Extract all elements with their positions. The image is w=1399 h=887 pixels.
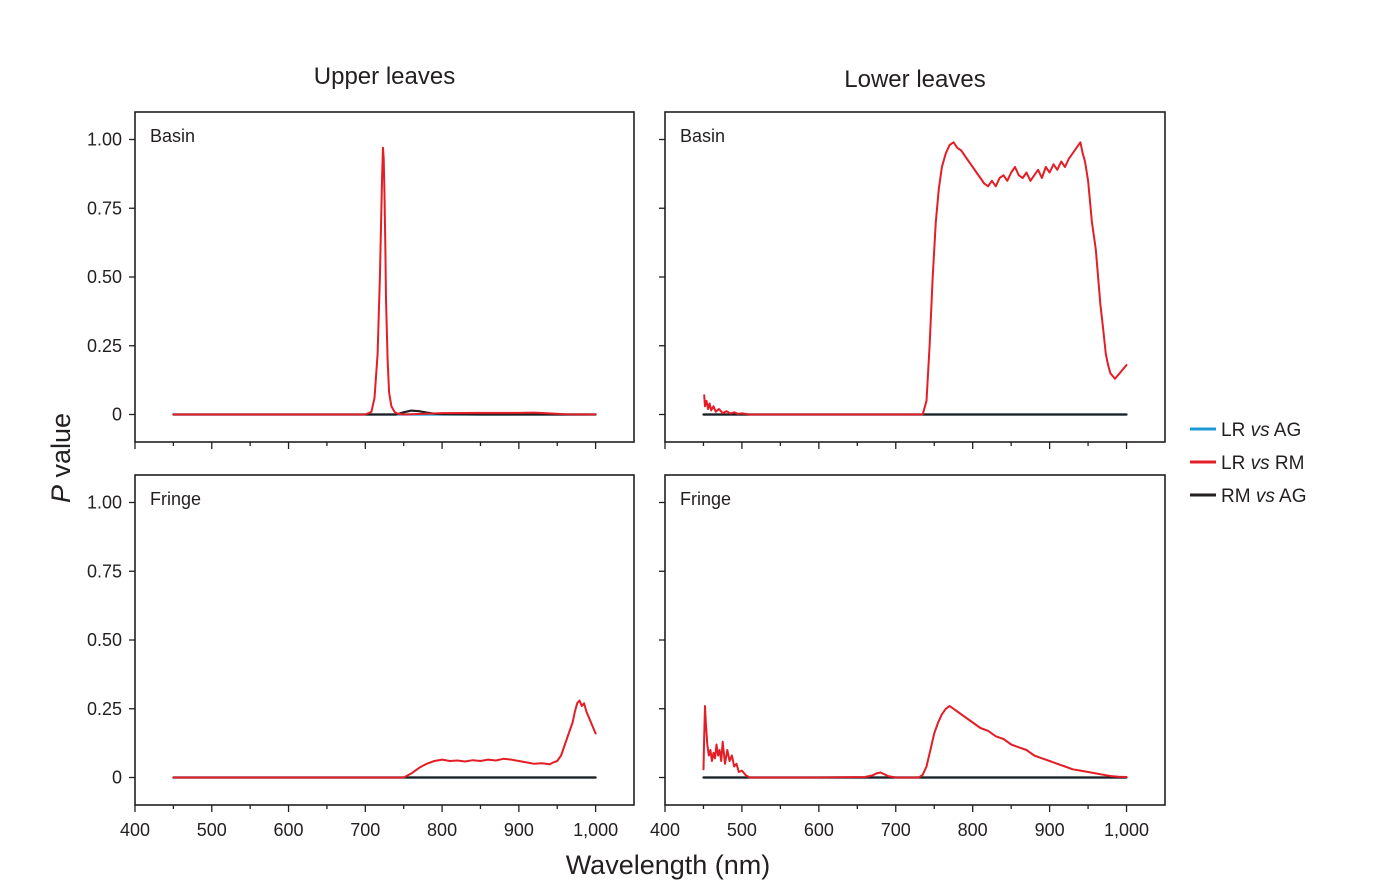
panel-label-basin: Basin <box>680 126 725 146</box>
x-axis-title: Wavelength (nm) <box>566 850 771 880</box>
panel-upper-basin: Basin 0 0.25 0.50 0.75 1.00 <box>87 111 635 449</box>
y-tick-label: 0.25 <box>87 699 122 719</box>
x-tick-label: 500 <box>197 820 227 840</box>
panel-frame <box>664 474 1166 806</box>
column-title-lower-leaves: Lower leaves <box>844 66 985 93</box>
series-line-lr-vs-rm <box>172 146 597 416</box>
legend-label: RM vs AG <box>1221 486 1307 507</box>
y-tick-label: 0 <box>112 768 122 788</box>
panel-label-fringe: Fringe <box>680 489 731 509</box>
series-line-lr-vs-rm <box>172 699 597 779</box>
x-tick-label: 800 <box>427 820 457 840</box>
y-tick-label: 0 <box>112 405 122 425</box>
panel-label-basin: Basin <box>150 126 195 146</box>
column-title-upper-leaves: Upper leaves <box>314 63 455 90</box>
y-tick-label: 0.50 <box>87 630 122 650</box>
x-tick-label: 400 <box>120 820 150 840</box>
y-tick-label: 0.75 <box>87 198 122 218</box>
y-tick-label: 0.25 <box>87 336 122 356</box>
y-tick-label: 1.00 <box>87 493 122 513</box>
x-tick-label: 800 <box>958 820 988 840</box>
series-line-lr-vs-rm <box>702 705 1128 779</box>
x-tick-label: 700 <box>881 820 911 840</box>
legend-label: LR vs AG <box>1221 420 1301 441</box>
panel-label-fringe: Fringe <box>150 489 201 509</box>
x-tick-label: 900 <box>504 820 534 840</box>
x-tick-label: 900 <box>1035 820 1065 840</box>
panel-upper-fringe: Fringe 0 0.25 0.50 0.75 1.00 400 500 600 700 800 90… <box>87 474 635 840</box>
x-tick-label: 400 <box>650 820 680 840</box>
x-tick-label: 600 <box>274 820 304 840</box>
series-line-lr-vs-rm <box>703 141 1128 416</box>
x-tick-label: 700 <box>350 820 380 840</box>
legend: LR vs AG LR vs RM RM vs AG <box>1190 420 1307 507</box>
y-tick-label: 1.00 <box>87 130 122 150</box>
y-tick-label: 0.75 <box>87 561 122 581</box>
panel-lower-basin: Basin <box>659 111 1166 449</box>
legend-label: LR vs RM <box>1221 453 1304 474</box>
panel-frame <box>664 111 1166 443</box>
panel-frame <box>134 474 635 806</box>
x-tick-label: 600 <box>804 820 834 840</box>
x-tick-label: 1,000 <box>1104 820 1149 840</box>
x-tick-label: 500 <box>727 820 757 840</box>
y-axis-title: P value <box>46 413 76 503</box>
panel-lower-fringe: Fringe 400 500 600 700 800 900 1,000 <box>650 474 1166 840</box>
y-tick-label: 0.50 <box>87 267 122 287</box>
x-tick-label: 1,000 <box>573 820 618 840</box>
